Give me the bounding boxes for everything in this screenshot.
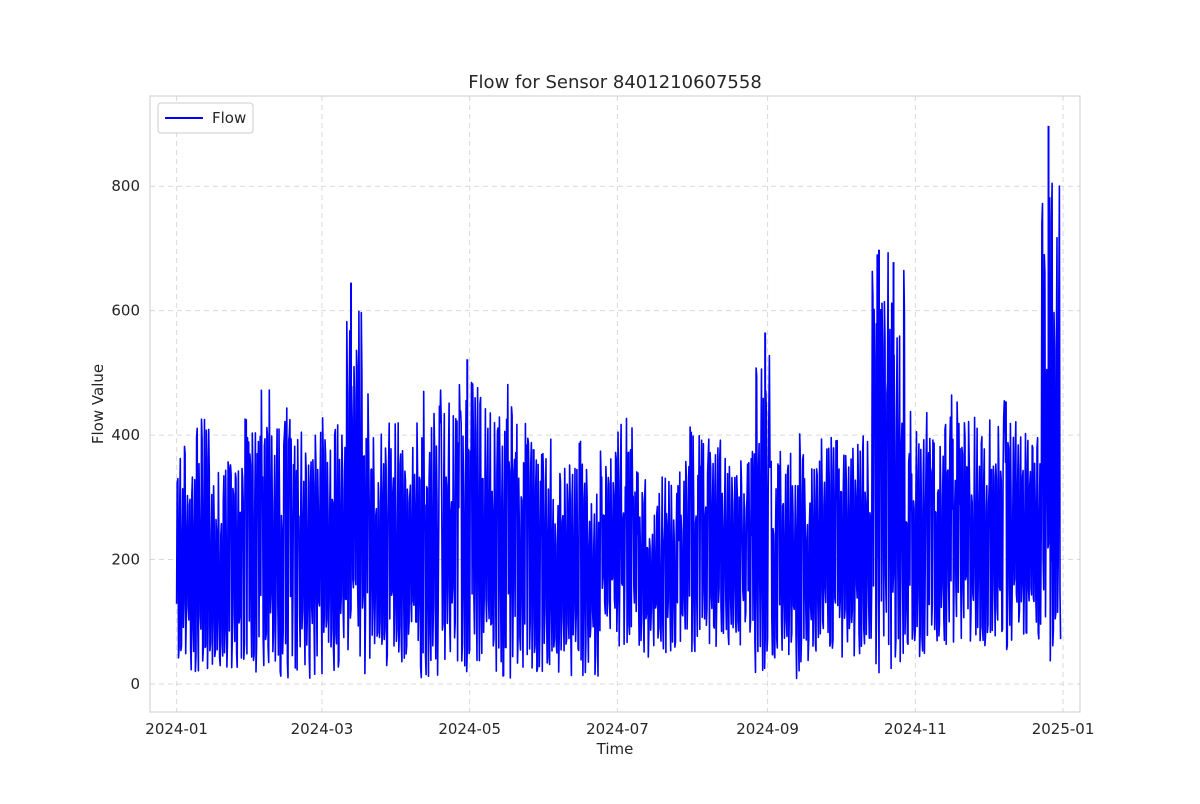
- y-tick-label: 400: [111, 426, 140, 444]
- x-tick-label: 2024-03: [291, 720, 354, 738]
- chart-title: Flow for Sensor 8401210607558: [468, 72, 762, 93]
- y-tick-labels: 0 200 400 600 800: [111, 177, 140, 693]
- x-tick-label: 2024-05: [438, 720, 501, 738]
- series-line-flow: [175, 182, 1062, 680]
- x-axis-label: Time: [596, 740, 634, 758]
- x-tick-label: 2024-09: [736, 720, 799, 738]
- y-tick-label: 800: [111, 177, 140, 195]
- plot-frame: [149, 95, 1081, 713]
- legend: Flow: [157, 102, 254, 134]
- x-tick-label: 2025-01: [1032, 720, 1095, 738]
- x-tick-labels: 2024-01 2024-03 2024-05 2024-07 2024-09 2024-…: [145, 720, 1094, 738]
- series-layer: [175, 125, 1062, 680]
- x-tick-label: 2024-11: [884, 720, 947, 738]
- y-tick-label: 600: [111, 302, 140, 320]
- legend-box: [157, 102, 254, 134]
- legend-label-flow: Flow: [212, 109, 246, 127]
- y-axis-label: Flow Value: [89, 364, 107, 444]
- x-tick-label: 2024-01: [145, 720, 208, 738]
- x-tick-label: 2024-07: [586, 720, 649, 738]
- y-tick-label: 200: [111, 551, 140, 569]
- y-tick-label: 0: [130, 675, 140, 693]
